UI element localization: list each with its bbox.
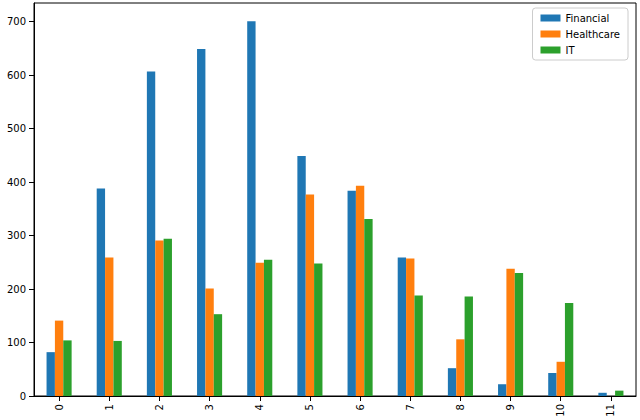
- svg-text:5: 5: [304, 404, 315, 410]
- svg-text:7: 7: [405, 404, 416, 410]
- svg-text:6: 6: [355, 404, 366, 410]
- svg-text:0: 0: [20, 391, 26, 402]
- svg-text:500: 500: [7, 123, 26, 134]
- svg-text:1: 1: [104, 404, 115, 410]
- svg-text:9: 9: [505, 404, 516, 410]
- svg-text:600: 600: [7, 70, 26, 81]
- svg-text:2: 2: [154, 404, 165, 410]
- svg-text:IT: IT: [565, 45, 575, 56]
- svg-text:4: 4: [254, 404, 265, 410]
- svg-text:11: 11: [605, 404, 616, 417]
- svg-text:100: 100: [7, 337, 26, 348]
- svg-text:300: 300: [7, 230, 26, 241]
- svg-text:200: 200: [7, 284, 26, 295]
- svg-text:10: 10: [555, 404, 566, 417]
- svg-text:Healthcare: Healthcare: [565, 29, 620, 40]
- svg-text:3: 3: [204, 404, 215, 410]
- svg-text:400: 400: [7, 177, 26, 188]
- svg-text:Financial: Financial: [565, 13, 609, 24]
- svg-text:700: 700: [7, 16, 26, 27]
- svg-text:0: 0: [54, 404, 65, 410]
- svg-text:8: 8: [455, 404, 466, 410]
